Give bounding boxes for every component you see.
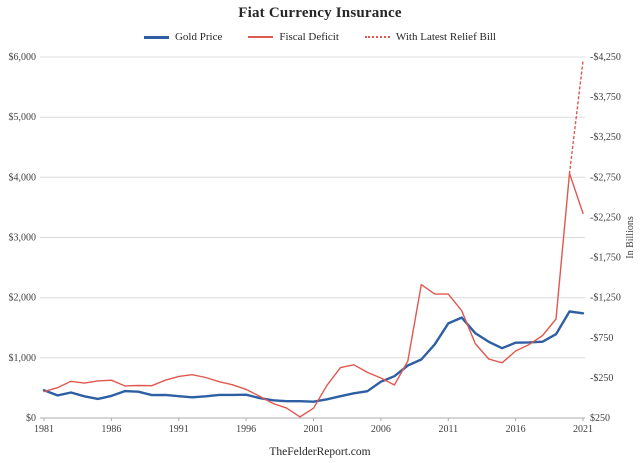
legend-label-fiscal-deficit: Fiscal Deficit [279, 31, 339, 43]
legend-item-fiscal-deficit: Fiscal Deficit [248, 31, 339, 43]
right-axis-tick-label: $250 [590, 413, 610, 424]
left-axis-tick-label: $3,000 [9, 233, 37, 244]
legend-item-gold-price: Gold Price [143, 31, 223, 43]
left-axis-tick-label: $5,000 [9, 112, 37, 123]
chart-legend: Gold Price Fiscal Deficit With Latest Re… [0, 31, 640, 43]
gold-price-line-swatch [143, 35, 169, 39]
right-axis-tick-label: -$2,250 [590, 212, 621, 223]
relief-bill-line [568, 60, 584, 174]
right-axis-tick-label: -$3,250 [590, 132, 621, 143]
x-axis-tick-label: 1986 [101, 424, 121, 435]
x-axis-tick-label: 2016 [506, 424, 526, 435]
right-axis-tick-label: -$250 [590, 373, 613, 384]
x-axis-tick-label: 2006 [371, 424, 391, 435]
legend-item-relief-bill: With Latest Relief Bill [364, 31, 496, 43]
x-axis-tick-label: 1991 [169, 424, 189, 435]
left-axis-tick-label: $2,000 [9, 293, 37, 304]
gold-price-line [42, 310, 585, 403]
left-axis-tick-label: $1,000 [9, 353, 37, 364]
x-axis-tick-label: 2021 [573, 424, 593, 435]
left-axis-tick-label: $6,000 [9, 52, 37, 63]
legend-label-gold-price: Gold Price [174, 31, 223, 43]
x-axis-tick-label: 2011 [438, 424, 458, 435]
right-axis-tick-label: -$4,250 [590, 52, 621, 63]
left-axis-tick-label: $4,000 [9, 172, 37, 183]
right-axis-tick-label: -$3,750 [590, 92, 621, 103]
right-axis-title: In Billions [625, 216, 636, 259]
right-axis-tick-label: -$1,250 [590, 293, 621, 304]
fiscal-deficit-line [43, 172, 584, 418]
source-credit: TheFelderReport.com [269, 446, 371, 458]
relief-bill-line-swatch [364, 36, 390, 38]
right-axis-tick-label: -$750 [590, 333, 613, 344]
right-axis-tick-label: -$1,750 [590, 253, 621, 264]
x-axis-tick-label: 1996 [236, 424, 256, 435]
fiscal-deficit-line-swatch [248, 36, 274, 38]
chart-title: Fiat Currency Insurance [238, 5, 402, 21]
x-axis-tick-label: 1981 [34, 424, 54, 435]
left-axis-tick-label: $0 [26, 413, 36, 424]
right-axis-tick-label: -$2,750 [590, 172, 621, 183]
x-axis-tick-label: 2001 [304, 424, 324, 435]
legend-label-relief-bill: With Latest Relief Bill [395, 31, 496, 43]
